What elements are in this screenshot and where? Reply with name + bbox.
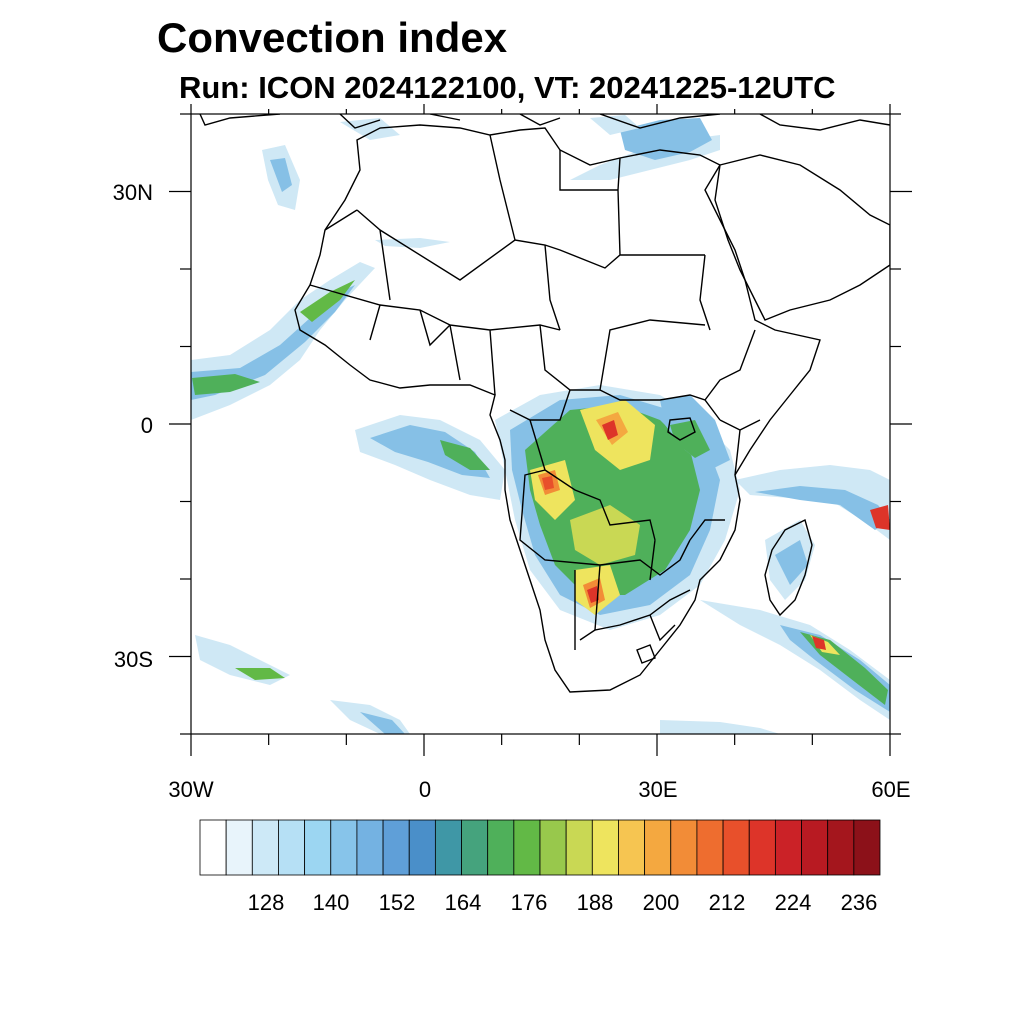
colorbar-label-128: 128 — [248, 890, 285, 915]
shade-indian-band — [735, 465, 890, 540]
x-tick-label-60e: 60E — [871, 777, 910, 802]
shade-guinea-green — [440, 440, 490, 470]
colorbar-box — [251, 819, 279, 876]
shade-southeast-band — [700, 600, 890, 720]
colorbar-label-188: 188 — [577, 890, 614, 915]
shade-atlantic-core — [191, 285, 355, 400]
africa-coastline — [294, 124, 821, 693]
colorbar-box — [408, 819, 436, 876]
shade-southeast-green — [800, 632, 888, 705]
colorbar-box — [748, 819, 776, 876]
x-tick-label-30w: 30W — [168, 777, 213, 802]
lake-victoria — [667, 417, 696, 441]
colorbar-box — [644, 819, 672, 876]
x-tick-label-0: 0 — [419, 777, 431, 802]
borders-central — [509, 389, 721, 631]
shade-red-3 — [587, 586, 599, 603]
shade-med-3 — [590, 115, 640, 135]
colorbar-label-200: 200 — [643, 890, 680, 915]
x-tick-label-30e: 30E — [638, 777, 677, 802]
shade-eastafrica-green — [670, 420, 710, 458]
borders-south — [574, 570, 676, 650]
colorbar-labels: 128 140 152 164 176 188 200 212 224 236 — [248, 890, 878, 915]
colorbar-label-164: 164 — [445, 890, 482, 915]
colorbar-box — [382, 819, 410, 876]
madagascar-coast — [764, 518, 813, 617]
shade-southatl-4 — [360, 712, 405, 734]
shade-senegal-green — [300, 280, 355, 322]
colorbar-box — [356, 819, 384, 876]
shade-indian-red — [870, 505, 890, 530]
shade-red-1 — [602, 420, 618, 440]
colorbar-box — [434, 819, 462, 876]
shade-atlantic-green — [192, 374, 260, 395]
shade-southatl-5 — [660, 720, 780, 734]
colorbar-box — [801, 819, 829, 876]
y-tick-label-30s: 30S — [114, 647, 153, 672]
colorbar-label-176: 176 — [511, 890, 548, 915]
shade-canaries-core — [270, 158, 292, 192]
chart-title: Convection index — [157, 14, 508, 61]
colorbar-box — [225, 819, 253, 876]
shade-africa-yellow-3 — [570, 505, 640, 565]
colorbar-box — [591, 819, 619, 876]
colorbar-box — [278, 819, 306, 876]
y-tick-label-0: 0 — [141, 413, 153, 438]
arabia-coast — [714, 154, 890, 321]
shade-madagascar-core — [775, 540, 808, 585]
colorbar-box — [696, 819, 724, 876]
colorbar-label-152: 152 — [379, 890, 416, 915]
colorbar-box — [722, 819, 750, 876]
colorbar-box — [487, 819, 515, 876]
colorbar-box — [199, 819, 227, 876]
colorbar-box — [539, 819, 567, 876]
colorbar-label-224: 224 — [775, 890, 812, 915]
colorbar-label-212: 212 — [709, 890, 746, 915]
shade-sahara-band — [375, 238, 450, 248]
colorbar-box — [304, 819, 332, 876]
coastlines-borders — [199, 114, 890, 693]
colorbar-box — [618, 819, 646, 876]
shade-southeast-core — [780, 625, 890, 712]
colorbar — [199, 819, 881, 876]
y-tick-label-30n: 30N — [113, 180, 153, 205]
convection-shading — [191, 115, 890, 734]
shade-indian-core — [755, 486, 890, 530]
borders-west — [309, 209, 706, 396]
lesotho-border — [636, 644, 656, 664]
colorbar-box — [774, 819, 802, 876]
colorbar-box — [827, 819, 855, 876]
colorbar-box — [565, 819, 593, 876]
colorbar-box — [461, 819, 489, 876]
colorbar-box — [670, 819, 698, 876]
shade-med-2 — [620, 118, 712, 160]
shade-africa-green — [525, 405, 700, 595]
axis-ticks — [169, 104, 912, 756]
shade-guinea-core — [370, 425, 490, 478]
chart-subtitle: Run: ICON 2024122100, VT: 20241225-12UTC — [179, 70, 836, 105]
borders-north — [356, 134, 711, 331]
europe-coast — [199, 114, 890, 131]
shade-southeast-red — [812, 636, 826, 650]
shade-red-2 — [542, 476, 554, 490]
borders-east — [689, 329, 761, 541]
colorbar-label-140: 140 — [313, 890, 350, 915]
colorbar-box — [853, 819, 881, 876]
shade-med-4 — [340, 118, 400, 140]
colorbar-box — [330, 819, 358, 876]
colorbar-box — [513, 819, 541, 876]
shade-southatl-2 — [235, 668, 285, 680]
colorbar-label-236: 236 — [841, 890, 878, 915]
